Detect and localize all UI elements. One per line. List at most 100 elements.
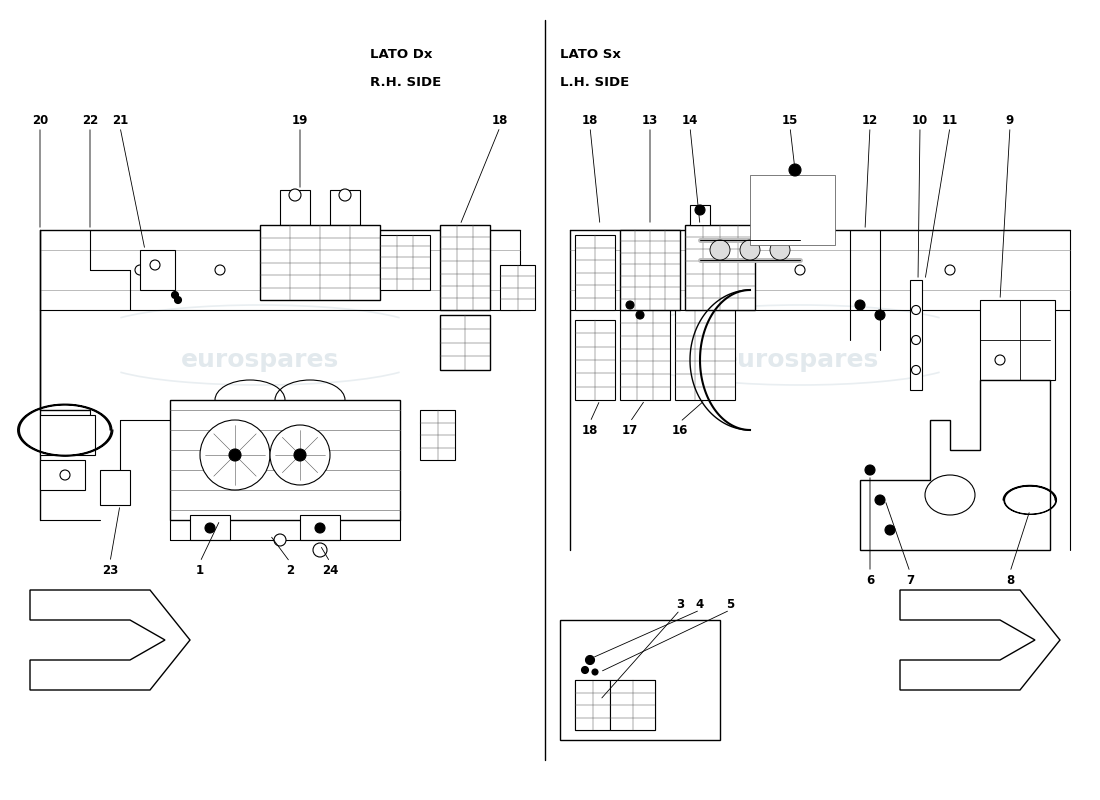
Text: 4: 4 [696, 598, 704, 611]
Circle shape [175, 297, 182, 303]
Circle shape [740, 240, 760, 260]
Circle shape [865, 465, 874, 475]
Circle shape [996, 355, 1005, 365]
Circle shape [200, 420, 270, 490]
Text: 2: 2 [286, 563, 294, 577]
Circle shape [270, 425, 330, 485]
Bar [750, 175, 835, 245]
Circle shape [855, 300, 865, 310]
Text: LATO Sx: LATO Sx [560, 49, 620, 62]
Bar [40, 415, 95, 455]
Text: 8: 8 [1005, 574, 1014, 586]
Bar [420, 410, 455, 460]
Bar [690, 205, 710, 225]
Circle shape [582, 666, 588, 674]
Bar [685, 225, 755, 310]
Bar [260, 225, 379, 300]
Text: LATO Dx: LATO Dx [370, 49, 432, 62]
Circle shape [912, 306, 921, 314]
Bar [379, 235, 430, 290]
Bar [675, 310, 735, 400]
Bar [910, 280, 922, 390]
Text: 10: 10 [912, 114, 928, 126]
Bar [170, 400, 400, 520]
Text: 7: 7 [906, 574, 914, 586]
Circle shape [172, 291, 178, 298]
Circle shape [289, 189, 301, 201]
Bar [980, 300, 1055, 380]
Circle shape [710, 240, 730, 260]
Circle shape [886, 525, 895, 535]
Circle shape [150, 260, 160, 270]
Text: 16: 16 [672, 423, 689, 437]
Text: 15: 15 [782, 114, 799, 126]
Circle shape [339, 189, 351, 201]
Ellipse shape [925, 475, 975, 515]
Bar [300, 515, 340, 540]
Bar [190, 515, 230, 540]
Text: 3: 3 [675, 598, 684, 611]
Circle shape [795, 265, 805, 275]
Text: 18: 18 [582, 423, 598, 437]
Bar [440, 315, 490, 370]
Bar [40, 460, 85, 490]
Circle shape [945, 265, 955, 275]
Circle shape [60, 470, 70, 480]
Circle shape [789, 164, 801, 176]
Text: 18: 18 [582, 114, 598, 126]
Text: 6: 6 [866, 574, 874, 586]
Circle shape [874, 310, 886, 320]
Bar [620, 230, 680, 310]
Bar [100, 470, 130, 505]
Bar [440, 225, 490, 310]
Text: L.H. SIDE: L.H. SIDE [560, 75, 629, 89]
Circle shape [770, 240, 790, 260]
Text: 9: 9 [1005, 114, 1014, 126]
Circle shape [626, 301, 634, 309]
Text: R.H. SIDE: R.H. SIDE [370, 75, 441, 89]
Bar [330, 190, 360, 225]
Circle shape [294, 449, 306, 461]
Text: 11: 11 [942, 114, 958, 126]
Text: eurospares: eurospares [720, 348, 879, 372]
Circle shape [874, 495, 886, 505]
Text: 1: 1 [196, 563, 205, 577]
Text: 5: 5 [726, 598, 734, 611]
Text: 21: 21 [112, 114, 128, 126]
Text: 14: 14 [682, 114, 698, 126]
Circle shape [214, 265, 225, 275]
Circle shape [315, 523, 324, 533]
Polygon shape [900, 590, 1060, 690]
Text: 18: 18 [492, 114, 508, 126]
Text: 13: 13 [642, 114, 658, 126]
Text: 24: 24 [322, 563, 338, 577]
Text: eurospares: eurospares [180, 348, 339, 372]
Bar [560, 620, 720, 740]
Bar [760, 180, 830, 240]
Circle shape [314, 543, 327, 557]
Text: 23: 23 [102, 563, 118, 577]
Circle shape [592, 669, 598, 675]
Bar [575, 680, 654, 730]
Bar [575, 320, 615, 400]
Circle shape [636, 311, 644, 319]
Bar [140, 250, 175, 290]
Circle shape [205, 523, 214, 533]
Text: 17: 17 [621, 423, 638, 437]
Circle shape [695, 205, 705, 215]
Text: 12: 12 [862, 114, 878, 126]
Bar [500, 265, 535, 310]
Polygon shape [860, 380, 1050, 550]
Circle shape [274, 534, 286, 546]
Bar [575, 235, 615, 310]
Text: 19: 19 [292, 114, 308, 126]
Text: 20: 20 [32, 114, 48, 126]
Bar [610, 680, 654, 730]
Circle shape [912, 335, 921, 345]
Circle shape [912, 366, 921, 374]
Bar [620, 310, 670, 400]
Circle shape [229, 449, 241, 461]
Circle shape [585, 655, 594, 665]
Circle shape [135, 265, 145, 275]
Bar [280, 190, 310, 225]
